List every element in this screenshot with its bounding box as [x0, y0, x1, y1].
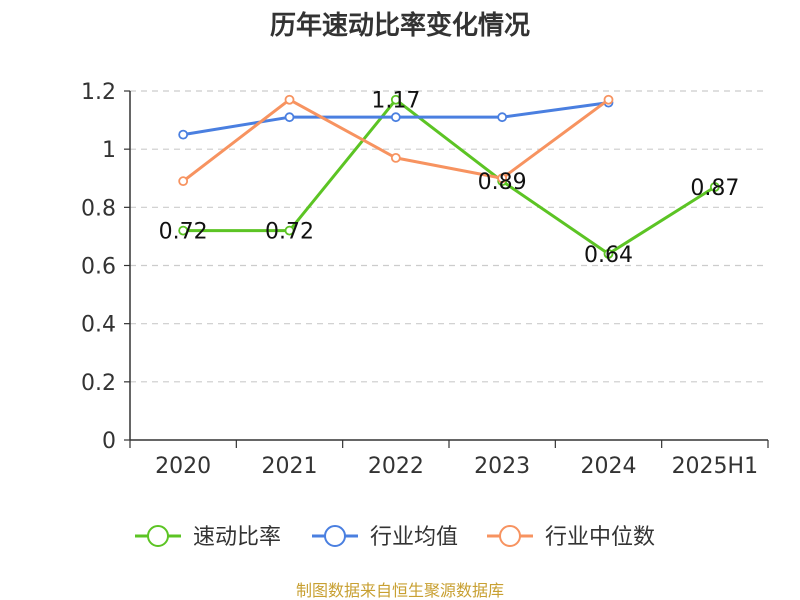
data-point[interactable] [497, 173, 508, 184]
legend-item-3[interactable]: 行业中位数 [487, 525, 655, 550]
data-point[interactable] [497, 112, 508, 123]
legend-item-1[interactable]: 速动比率 [135, 525, 281, 550]
data-point[interactable] [284, 94, 295, 105]
legend-label: 行业均值 [370, 525, 458, 550]
legend-label: 行业中位数 [545, 525, 655, 550]
axes: 0 0.2 0.4 0.6 0.8 1 1.2 2020 2021 2022 2023 2024 202… [81, 80, 769, 479]
series-line-1 [183, 98, 716, 256]
data-point[interactable] [284, 225, 295, 236]
legend-item-2[interactable]: 行业均值 [312, 525, 458, 550]
data-point[interactable] [390, 112, 401, 123]
legend-marker [324, 525, 346, 547]
legend-label: 速动比率 [193, 525, 281, 550]
data-point[interactable] [178, 176, 189, 187]
data-label: 1.17 [371, 89, 420, 114]
x-tick-label: 2022 [368, 454, 424, 479]
legend[interactable]: 速动比率 行业均值 行业中位数 [135, 525, 655, 550]
y-tick-label: 0.4 [81, 313, 116, 338]
y-tick-label: 1 [102, 138, 116, 163]
x-tick-label: 2020 [155, 454, 211, 479]
y-tick-label: 1.2 [81, 80, 116, 105]
x-tick-label: 2023 [474, 454, 530, 479]
x-tick-label: 2025H1 [672, 454, 759, 479]
data-point[interactable] [709, 182, 720, 192]
data-point[interactable] [178, 225, 189, 236]
chart-title: 历年速动比率变化情况 [270, 10, 530, 41]
x-tick-label: 2021 [262, 454, 318, 479]
data-labels: 0.72 0.72 1.17 0.89 0.64 0.87 [159, 89, 740, 268]
data-point[interactable] [390, 94, 401, 105]
y-tick-label: 0.2 [81, 371, 116, 396]
legend-marker [499, 525, 521, 547]
data-point[interactable] [178, 129, 189, 140]
series-group [178, 94, 720, 259]
data-label: 0.64 [584, 243, 633, 268]
data-label: 0.72 [159, 220, 208, 245]
x-tick-label: 2024 [581, 454, 637, 479]
data-point[interactable] [603, 248, 614, 259]
data-point[interactable] [284, 112, 295, 123]
y-tick-label: 0.6 [81, 255, 116, 280]
data-label: 0.72 [265, 220, 314, 245]
data-label: 0.87 [690, 176, 739, 201]
source-note: 制图数据来自恒生聚源数据库 [296, 581, 504, 600]
grid [130, 90, 768, 383]
y-tick-label: 0.8 [81, 196, 116, 221]
data-label: 0.89 [478, 170, 527, 195]
legend-marker [147, 525, 169, 547]
data-point[interactable] [390, 152, 401, 163]
data-point[interactable] [603, 94, 614, 105]
y-tick-label: 0 [102, 429, 116, 454]
